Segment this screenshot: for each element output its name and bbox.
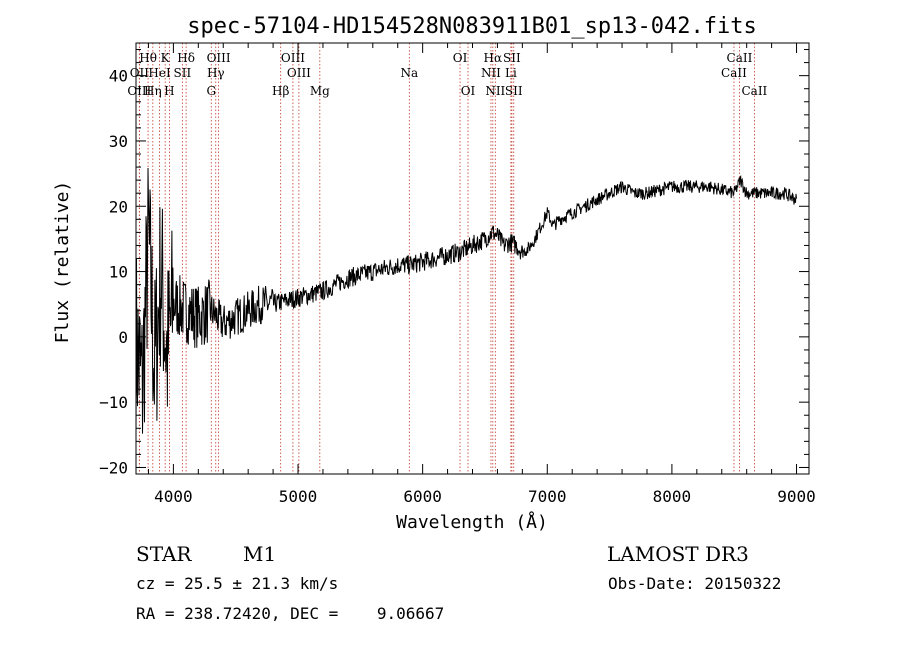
line-label-3: K xyxy=(161,51,171,65)
line-label-4: HeI xyxy=(148,66,171,80)
plot-frame xyxy=(135,42,810,475)
line-label-10: Hγ xyxy=(207,66,225,80)
redshift-cz: cz = 25.5 ± 21.3 km/s xyxy=(136,574,338,593)
line-label-20: NII xyxy=(481,66,501,80)
chart-title: spec-57104-HD154528N083911B01_sp13-042.f… xyxy=(187,14,757,39)
y-tick-label-2: 0 xyxy=(118,328,128,347)
line-label-26: CaII xyxy=(721,66,747,80)
line-label-11: G xyxy=(206,84,216,98)
line-label-24: SII xyxy=(505,84,523,98)
x-tick-label-2: 6000 xyxy=(403,487,442,506)
line-label-0: Hθ xyxy=(139,51,157,65)
y-tick-label-0: −20 xyxy=(99,458,128,477)
line-label-18: OI xyxy=(461,84,476,98)
x-tick-label-5: 9000 xyxy=(777,487,816,506)
x-tick-label-4: 8000 xyxy=(653,487,692,506)
y-tick-label-4: 20 xyxy=(109,197,128,216)
object-class: STAR xyxy=(136,542,192,566)
x-tick-label-0: 4000 xyxy=(154,487,193,506)
line-label-19: Hα xyxy=(484,51,503,65)
line-label-1: OII xyxy=(130,66,150,80)
obs-date: Obs-Date: 20150322 xyxy=(608,574,781,593)
object-subclass: M1 xyxy=(243,542,276,566)
line-label-13: OIII xyxy=(281,51,305,65)
line-label-12: Hβ xyxy=(272,84,289,98)
y-tick-label-5: 30 xyxy=(109,132,128,151)
y-tick-label-1: −10 xyxy=(99,393,128,412)
line-label-15: Mg xyxy=(310,84,330,98)
line-label-14: OIII xyxy=(287,66,311,80)
line-label-21: NII xyxy=(485,84,505,98)
line-label-27: CaII xyxy=(741,84,767,98)
coordinates: RA = 238.72420, DEC = 9.06667 xyxy=(136,604,444,623)
line-label-23: Li xyxy=(505,66,517,80)
x-tick-label-3: 7000 xyxy=(528,487,567,506)
y-axis-label: Flux (relative) xyxy=(52,181,73,344)
x-axis-label: Wavelength (Å) xyxy=(396,511,548,533)
flux-series-line xyxy=(135,167,797,435)
line-label-5: Hη xyxy=(144,84,162,98)
x-tick-label-1: 5000 xyxy=(279,487,318,506)
y-tick-label-3: 10 xyxy=(109,263,128,282)
line-label-9: OIII xyxy=(207,51,231,65)
line-label-17: OI xyxy=(453,51,468,65)
line-label-6: Hδ xyxy=(177,51,195,65)
line-label-16: Na xyxy=(400,66,418,80)
line-label-8: H xyxy=(164,84,174,98)
line-label-2: OIII xyxy=(127,84,151,98)
y-tick-label-6: 40 xyxy=(109,67,128,86)
survey-name: LAMOST DR3 xyxy=(607,542,749,566)
line-label-22: SII xyxy=(503,51,521,65)
line-label-7: SII xyxy=(174,66,192,80)
line-label-25: CaII xyxy=(727,51,753,65)
axes: 4000 5000 6000 7000 8000 9000 −20 −10 0 10 20 30 40 xyxy=(99,43,816,506)
